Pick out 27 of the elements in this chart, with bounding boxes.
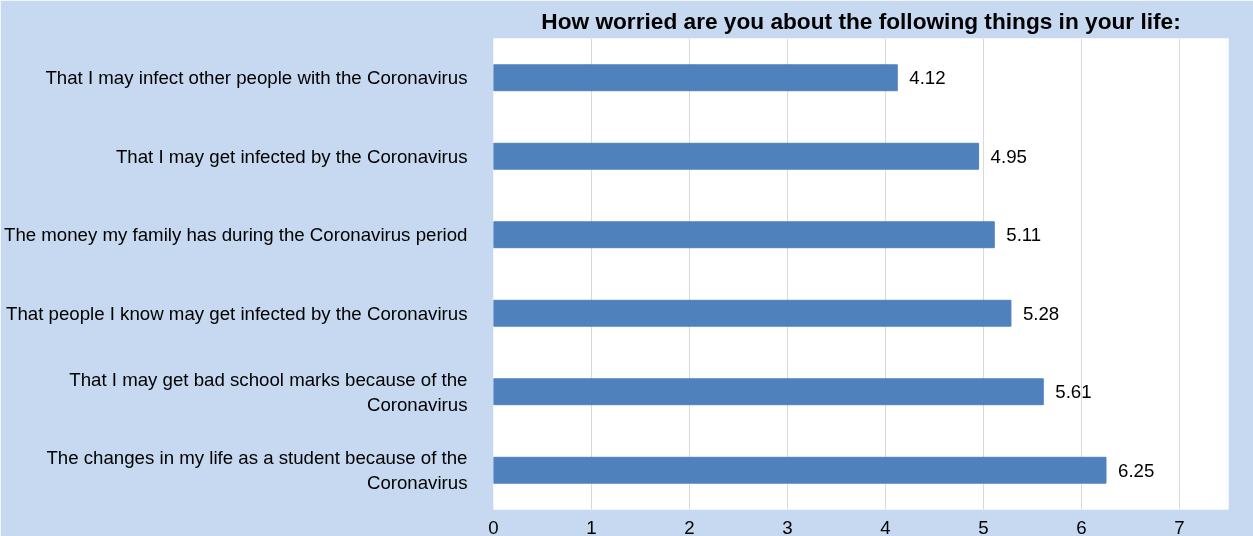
- x-tick-label: 2: [684, 516, 695, 536]
- x-tick-label: 7: [1174, 516, 1185, 536]
- x-tick-label: 1: [586, 516, 597, 536]
- bar: [493, 456, 1107, 484]
- data-label: 5.61: [1055, 381, 1092, 403]
- bar: [493, 378, 1044, 406]
- y-tick-label: The money my family has during the Coronavirus period: [3, 224, 468, 246]
- x-tick-label: 0: [488, 516, 499, 536]
- data-label: 5.28: [1022, 302, 1060, 324]
- x-tick-label: 3: [782, 516, 793, 536]
- y-tick-label: That I may get bad school marks because of the Coronavirus: [69, 368, 468, 415]
- bar: [493, 299, 1012, 327]
- x-tick-label: 5: [978, 516, 989, 536]
- y-tick-label: The changes in my life as a student because of the Coronavirus: [46, 447, 468, 494]
- bar: [493, 142, 980, 170]
- bar: [493, 221, 995, 249]
- y-tick-label: That people I know may get infected by the Coronavirus: [6, 302, 468, 324]
- data-label: 4.12: [909, 67, 946, 89]
- bar: [493, 64, 898, 92]
- chart-title: How worried are you about the following things in your life:: [541, 7, 1181, 34]
- x-tick-label: 6: [1076, 516, 1087, 536]
- y-tick-label: That I may infect other people with the Coronavirus: [45, 67, 468, 89]
- x-tick-label: 4: [880, 516, 891, 536]
- data-label: 5.11: [1006, 224, 1042, 246]
- data-label: 6.25: [1118, 459, 1155, 481]
- data-label: 4.95: [990, 145, 1027, 167]
- y-tick-label: That I may get infected by the Coronavirus: [115, 145, 468, 167]
